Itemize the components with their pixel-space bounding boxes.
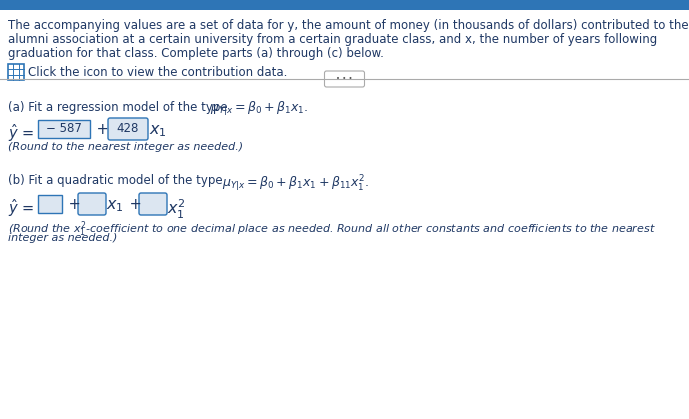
- Text: +: +: [125, 197, 142, 212]
- Text: (a) Fit a regression model of the type: (a) Fit a regression model of the type: [8, 101, 232, 114]
- FancyBboxPatch shape: [78, 193, 106, 215]
- Bar: [38, 195, 62, 213]
- Text: +: +: [92, 122, 114, 137]
- Text: $\hat{y}$ =: $\hat{y}$ =: [8, 197, 34, 219]
- Text: (b) Fit a quadratic model of the type: (b) Fit a quadratic model of the type: [8, 174, 227, 187]
- Text: (Round to the nearest integer as needed.): (Round to the nearest integer as needed.…: [8, 142, 243, 152]
- Bar: [38, 120, 90, 138]
- Text: • • •: • • •: [336, 76, 353, 82]
- FancyBboxPatch shape: [325, 71, 364, 87]
- Text: The accompanying values are a set of data for y, the amount of money (in thousan: The accompanying values are a set of dat…: [8, 19, 688, 32]
- Text: alumni association at a certain university from a certain graduate class, and x,: alumni association at a certain universi…: [8, 33, 657, 46]
- Text: Click the icon to view the contribution data.: Click the icon to view the contribution …: [28, 65, 287, 78]
- FancyBboxPatch shape: [108, 118, 148, 140]
- Bar: [0, 0, 689, 10]
- Text: − 587: − 587: [46, 122, 82, 135]
- Text: $\mu_{Y|x}= \beta_0 + \beta_1 x_1$.: $\mu_{Y|x}= \beta_0 + \beta_1 x_1$.: [210, 100, 309, 118]
- Text: $x_1$: $x_1$: [149, 123, 167, 139]
- Text: $\hat{y}$ =: $\hat{y}$ =: [8, 122, 34, 144]
- FancyBboxPatch shape: [139, 193, 167, 215]
- Bar: [8, 64, 24, 80]
- Text: $x_1^2$: $x_1^2$: [167, 198, 185, 221]
- Text: graduation for that class. Complete parts (a) through (c) below.: graduation for that class. Complete part…: [8, 47, 384, 60]
- Text: (Round the $x_1^2$-coefficient to one decimal place as needed. Round all other c: (Round the $x_1^2$-coefficient to one de…: [8, 219, 656, 238]
- Text: $x_1$: $x_1$: [106, 198, 124, 214]
- Text: 428: 428: [117, 122, 139, 135]
- Text: +: +: [64, 197, 81, 212]
- Text: $\mu_{Y|x} = \beta_0 + \beta_1 x_1 + \beta_{11} x_1^2$.: $\mu_{Y|x} = \beta_0 + \beta_1 x_1 + \be…: [222, 173, 369, 194]
- Text: integer as needed.): integer as needed.): [8, 233, 117, 243]
